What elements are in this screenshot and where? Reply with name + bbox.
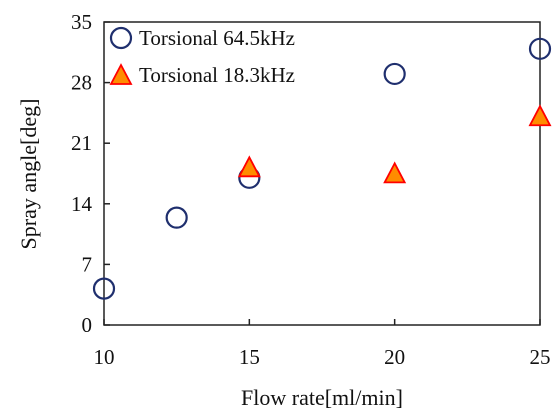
y-tick-label: 7	[82, 252, 93, 276]
data-point-circle	[528, 37, 552, 60]
legend: Torsional 64.5kHz Torsional 18.3kHz	[109, 26, 295, 87]
data-point-triangle	[528, 104, 552, 127]
data-point-triangle	[237, 155, 261, 178]
data-point-circle	[383, 62, 406, 86]
x-tick-label: 15	[239, 345, 260, 369]
x-tick-label: 25	[530, 345, 551, 369]
x-tick-label: 10	[94, 345, 115, 369]
plot-area	[103, 21, 541, 326]
legend-label: Torsional 64.5kHz	[139, 26, 295, 50]
x-tick-label: 20	[384, 345, 405, 369]
x-axis-label: Flow rate[ml/min]	[241, 385, 403, 410]
y-tick-label: 35	[71, 10, 92, 34]
y-tick-label: 14	[71, 192, 93, 216]
legend-marker-circle	[109, 26, 133, 50]
y-tick-label: 28	[71, 71, 92, 95]
y-tick-label: 21	[71, 131, 92, 155]
y-tick-label: 0	[82, 313, 93, 337]
legend-label: Torsional 18.3kHz	[139, 63, 295, 87]
y-axis-label: Spray angle[deg]	[16, 99, 41, 250]
legend-marker-triangle	[109, 63, 133, 85]
data-point-circle	[165, 206, 188, 229]
x-axis: 10 15 20 25	[94, 319, 551, 369]
y-axis: 0 7 14 21 28 35	[71, 10, 110, 337]
data-point-circle	[92, 277, 116, 300]
data-point-triangle	[383, 161, 407, 184]
data-marks	[92, 37, 552, 300]
